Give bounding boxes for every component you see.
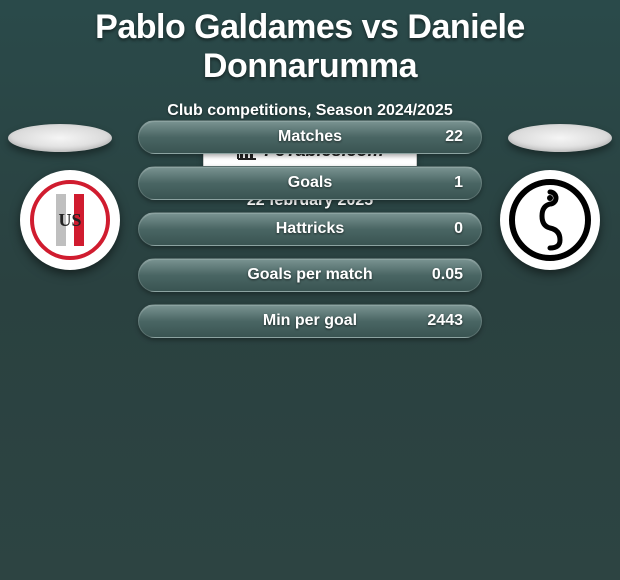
stat-label: Matches	[278, 128, 342, 146]
right-player-ellipse	[508, 124, 612, 152]
subtitle: Club competitions, Season 2024/2025	[0, 102, 620, 120]
left-club-badge: US	[20, 170, 120, 270]
page-title: Pablo Galdames vs Daniele Donnarumma	[0, 0, 620, 86]
cesena-crest-icon	[508, 178, 592, 262]
stat-row-goals: Goals 1	[138, 166, 482, 200]
stat-value: 22	[445, 128, 463, 146]
stat-row-min-per-goal: Min per goal 2443	[138, 304, 482, 338]
stat-label: Goals per match	[247, 266, 372, 284]
stat-row-matches: Matches 22	[138, 120, 482, 154]
stat-label: Min per goal	[263, 312, 357, 330]
stat-value: 0	[454, 220, 463, 238]
stat-label: Hattricks	[276, 220, 344, 238]
stat-value: 2443	[427, 312, 463, 330]
stat-value: 0.05	[432, 266, 463, 284]
stat-value: 1	[454, 174, 463, 192]
right-club-badge	[500, 170, 600, 270]
stat-row-goals-per-match: Goals per match 0.05	[138, 258, 482, 292]
stat-label: Goals	[288, 174, 332, 192]
stat-row-hattricks: Hattricks 0	[138, 212, 482, 246]
cremonese-crest-icon: US	[30, 180, 110, 260]
left-player-ellipse	[8, 124, 112, 152]
stats-panel: Matches 22 Goals 1 Hattricks 0 Goals per…	[138, 120, 482, 350]
svg-text:US: US	[58, 210, 81, 230]
